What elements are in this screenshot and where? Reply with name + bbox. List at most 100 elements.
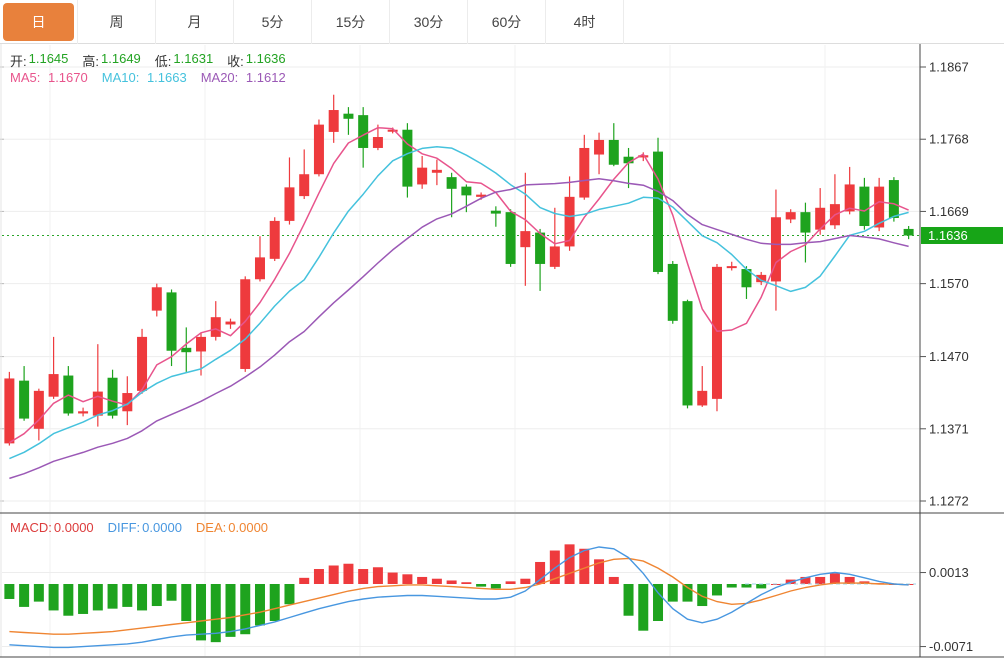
ma20-line bbox=[9, 177, 909, 480]
macd-bar bbox=[33, 584, 44, 602]
macd-bar bbox=[78, 584, 89, 614]
tab-label: 周 bbox=[109, 14, 124, 30]
macd-bar bbox=[343, 563, 354, 584]
candle bbox=[358, 107, 369, 168]
price-axis-label: 1.1669 bbox=[929, 204, 969, 219]
macd-bar bbox=[476, 584, 487, 587]
candle bbox=[254, 236, 265, 282]
candle bbox=[313, 119, 324, 177]
price-axis-label: 1.1768 bbox=[929, 132, 969, 147]
macd-bar bbox=[623, 584, 634, 616]
macd-label: MACD: bbox=[10, 520, 52, 535]
macd-bar bbox=[254, 584, 265, 626]
tab-timeframe-7[interactable]: 60分 bbox=[468, 0, 546, 44]
candle bbox=[417, 155, 428, 189]
candle bbox=[859, 177, 870, 230]
macd-bar bbox=[505, 581, 516, 584]
candle bbox=[92, 344, 103, 427]
candle bbox=[372, 124, 383, 151]
diff-value-legend: DIFF: 0.0000 bbox=[108, 520, 182, 535]
tab-timeframe-4[interactable]: 5分 bbox=[234, 0, 312, 44]
ma5-value: 1.1670 bbox=[47, 70, 88, 85]
candle bbox=[78, 407, 89, 417]
candle bbox=[343, 107, 354, 135]
candle bbox=[741, 266, 752, 299]
tab-timeframe-2[interactable]: 周 bbox=[78, 0, 156, 44]
macd-bar bbox=[63, 584, 74, 616]
open-label: 开: bbox=[10, 54, 27, 69]
candle bbox=[815, 188, 826, 235]
candle bbox=[299, 149, 310, 200]
tab-timeframe-8[interactable]: 4时 bbox=[546, 0, 624, 44]
candle bbox=[785, 209, 796, 224]
tab-timeframe-1[interactable]: 日 bbox=[0, 0, 78, 44]
candle bbox=[137, 328, 148, 394]
macd-bar bbox=[461, 582, 472, 584]
candle bbox=[461, 184, 472, 213]
ohlc-readout: 开: 1.1645 高: 1.1649 低: 1.1631 收: 1.1636 bbox=[10, 51, 286, 70]
dea-value-legend: DEA: 0.0000 bbox=[196, 520, 268, 535]
macd-value-legend: MACD: 0.0000 bbox=[10, 520, 94, 535]
macd-bar bbox=[594, 559, 605, 584]
candle bbox=[328, 94, 339, 143]
ma-legend: MA5: 1.1670 MA10: 1.1663 MA20: 1.1612 bbox=[10, 70, 286, 85]
candle bbox=[726, 261, 737, 271]
tab-label: 日 bbox=[3, 3, 74, 41]
candle bbox=[19, 366, 30, 421]
candle bbox=[431, 159, 442, 186]
ma5-legend: MA5: 1.1670 bbox=[10, 70, 88, 85]
macd-bar bbox=[328, 565, 339, 584]
ma10-label: MA10: bbox=[101, 70, 140, 85]
candle bbox=[269, 217, 280, 262]
candle bbox=[844, 166, 855, 215]
diff-line bbox=[9, 546, 909, 649]
macd-bar bbox=[225, 584, 236, 637]
candles-layer bbox=[4, 94, 914, 446]
macd-axis-label: -0.0071 bbox=[929, 639, 973, 654]
macd-bar bbox=[299, 577, 310, 584]
low-label: 低: bbox=[154, 54, 172, 69]
candle bbox=[505, 209, 516, 267]
ma10-value: 1.1663 bbox=[146, 70, 187, 85]
macd-bar bbox=[520, 578, 531, 584]
tab-timeframe-3[interactable]: 月 bbox=[156, 0, 234, 44]
macd-bar bbox=[829, 573, 840, 584]
macd-legend: MACD: 0.0000 DIFF: 0.0000 DEA: 0.0000 bbox=[10, 520, 268, 535]
current-price-badge bbox=[921, 226, 1003, 244]
candle bbox=[33, 388, 44, 441]
high-label: 高: bbox=[82, 54, 100, 69]
candle bbox=[240, 276, 251, 372]
macd-layer bbox=[4, 544, 916, 649]
candle bbox=[63, 366, 74, 416]
macd-bar bbox=[137, 584, 148, 611]
candle bbox=[564, 176, 575, 251]
price-axis-label: 1.1570 bbox=[929, 276, 969, 291]
tab-timeframe-6[interactable]: 30分 bbox=[390, 0, 468, 44]
candle bbox=[888, 177, 899, 222]
current-price-badge-label: 1.1636 bbox=[928, 228, 968, 243]
ma20-value: 1.1612 bbox=[245, 70, 286, 85]
macd-bar bbox=[682, 584, 693, 602]
macd-bar bbox=[196, 584, 207, 641]
macd-bar bbox=[19, 584, 30, 607]
macd-bar bbox=[800, 576, 811, 584]
macd-bar bbox=[844, 576, 855, 584]
dea-value: 0.0000 bbox=[228, 520, 269, 535]
price-axis-label: 1.1470 bbox=[929, 349, 969, 364]
ma10-line bbox=[9, 145, 909, 460]
candle bbox=[711, 263, 722, 412]
macd-bar bbox=[417, 576, 428, 584]
ma20-label: MA20: bbox=[200, 70, 239, 85]
candle bbox=[520, 172, 531, 286]
tab-timeframe-5[interactable]: 15分 bbox=[312, 0, 390, 44]
tab-label: 月 bbox=[187, 14, 202, 30]
macd-bar bbox=[446, 580, 457, 584]
candle bbox=[697, 366, 708, 407]
macd-bar bbox=[358, 569, 369, 584]
candle bbox=[608, 123, 619, 167]
macd-bar bbox=[653, 584, 664, 622]
macd-bar bbox=[48, 584, 59, 611]
macd-bar bbox=[564, 544, 575, 584]
candle bbox=[166, 289, 177, 367]
